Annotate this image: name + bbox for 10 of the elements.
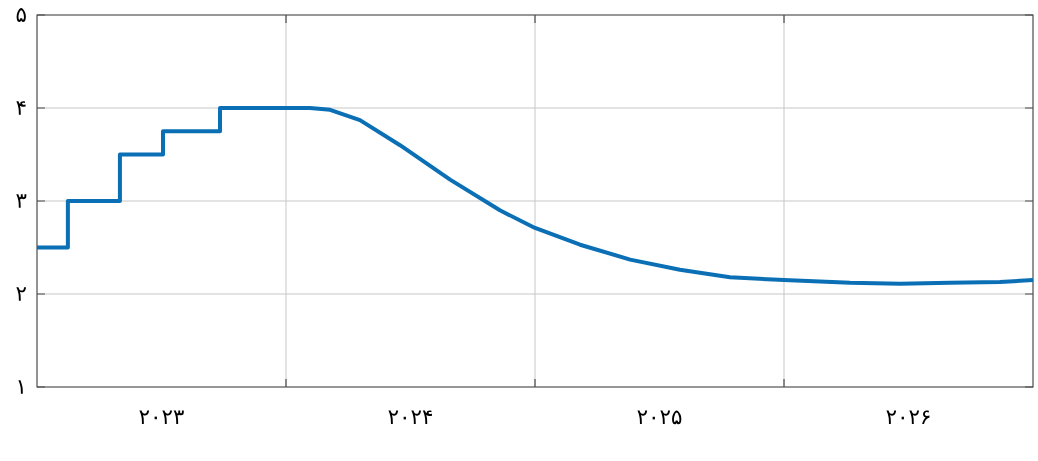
x-tick-label: ۲۰۲۶ <box>886 410 930 425</box>
y-tick-label: ۱ <box>18 380 23 394</box>
x-tick-label: ۲۰۲۴ <box>388 410 433 425</box>
line-series <box>35 106 1036 286</box>
y-tick-label: ۳ <box>16 194 27 208</box>
y-tick-label: ۵ <box>16 8 26 22</box>
x-tick-label: ۲۰۲۳ <box>139 410 184 424</box>
y-tick-label: ۲ <box>16 287 26 301</box>
y-tick-label: ۴ <box>16 101 26 115</box>
x-tick-label: ۲۰۲۵ <box>637 410 682 425</box>
